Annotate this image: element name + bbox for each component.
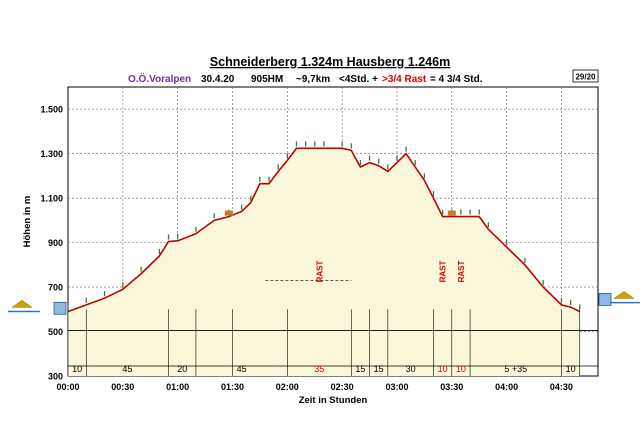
badge: 29/20: [575, 73, 596, 82]
x-tick-label: 02:00: [276, 382, 299, 392]
parking-start-box: [53, 301, 67, 315]
x-axis-label: Zeit in Stunden: [299, 395, 368, 406]
segment-duration: 10: [72, 364, 82, 374]
x-tick-label: 00:00: [56, 382, 79, 392]
x-tick-label: 00:30: [111, 382, 134, 392]
segment-duration: 35: [314, 364, 324, 374]
y-tick-label: 300: [48, 372, 63, 382]
segment-duration: 15: [355, 364, 365, 374]
shelter-start-icon: [11, 300, 33, 308]
x-tick-label: 02:30: [331, 382, 354, 392]
subtitle-time-b: >3/4 Rast: [382, 74, 427, 85]
subtitle-date: 30.4.20: [201, 74, 235, 85]
y-tick-label: 900: [48, 238, 63, 248]
segment-duration: 5 +35: [504, 364, 527, 374]
rast-label: RAST: [315, 261, 324, 283]
chart-title: Schneiderberg 1.324m Hausberg 1.246m: [210, 55, 450, 69]
x-tick-label: 01:30: [221, 382, 244, 392]
x-tick-label: 01:00: [166, 382, 189, 392]
segment-duration: 30: [406, 364, 416, 374]
segment-duration: 10: [566, 364, 576, 374]
subtitle-time-c: = 4 3/4 Std.: [430, 74, 483, 85]
parking-end-box: [598, 293, 612, 306]
subtitle-region: O.Ö.Voralpen: [128, 72, 191, 85]
shelter-end-icon: [613, 291, 635, 299]
axes: 300 500 700 900 1.100 1.300 1.500 00:00 00:30 01:…: [22, 105, 573, 406]
annotations: RAST RAST RAST: [8, 210, 640, 315]
segment-duration: 10: [438, 364, 448, 374]
rast-label: RAST: [439, 261, 448, 283]
segment-duration: 15: [374, 364, 384, 374]
y-tick-label: 1.300: [40, 149, 63, 159]
subtitle-dist: ~9,7km: [296, 74, 330, 85]
segment-duration: 45: [237, 364, 247, 374]
subtitle-hm: 905HM: [251, 74, 283, 85]
y-tick-label: 1.100: [40, 194, 63, 204]
segment-duration: 10: [456, 364, 466, 374]
y-tick-label: 500: [48, 327, 63, 337]
profile-markers: [67, 141, 581, 310]
segment-duration: 20: [177, 364, 187, 374]
y-tick-label: 700: [48, 283, 63, 293]
x-tick-label: 04:00: [495, 382, 518, 392]
x-tick-label: 03:00: [385, 382, 408, 392]
y-axis-label: Höhen in m: [22, 196, 33, 248]
rast-label: RAST: [457, 261, 466, 283]
y-tick-label: 1.500: [40, 105, 63, 115]
hut-icon: [224, 210, 233, 216]
x-tick-label: 04:30: [550, 382, 573, 392]
segment-duration: 45: [122, 364, 132, 374]
segment-lines: 10 45 20 45 35 15 15 30 10 10 5 +35 10: [67, 309, 598, 376]
profile-line: [67, 147, 581, 313]
hut-icon: [447, 210, 456, 216]
badge-box: [572, 69, 599, 83]
subtitle-time-a: <4Std. +: [339, 74, 378, 85]
x-tick-label: 03:30: [440, 382, 463, 392]
